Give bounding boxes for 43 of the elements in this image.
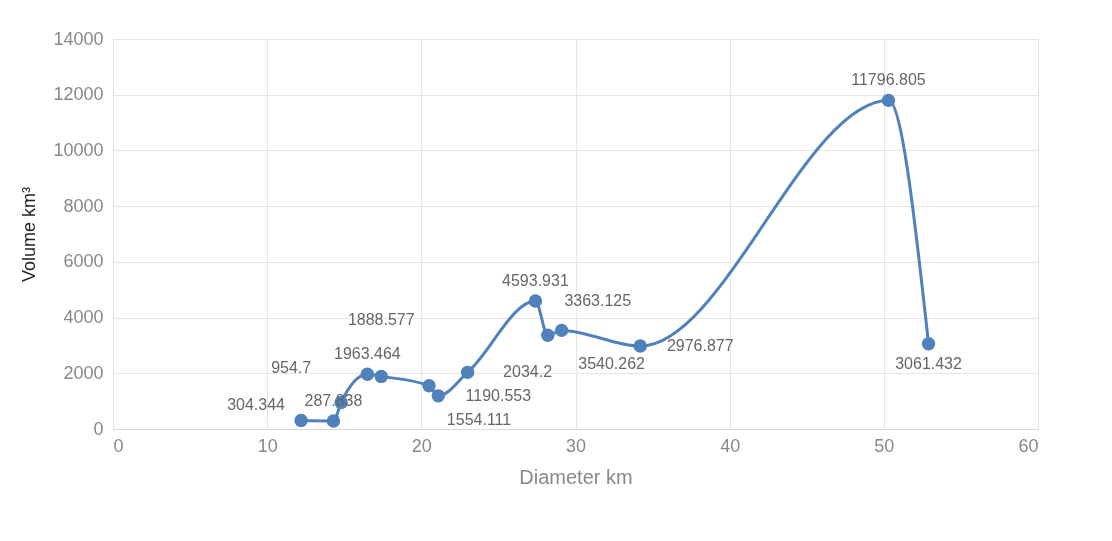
y-axis-title: Volume km³ [19, 186, 40, 283]
x-tick-label: 20 [411, 435, 432, 456]
data-label: 2976.877 [666, 337, 734, 355]
y-tick-label: 4000 [63, 307, 104, 328]
y-tick-label: 10000 [53, 139, 104, 160]
data-label: 3540.262 [578, 355, 646, 373]
x-tick-label: 0 [113, 435, 124, 456]
point [360, 367, 375, 381]
x-axis-title: Diameter km [519, 465, 633, 488]
x-tick-label: 60 [1018, 435, 1039, 456]
data-label: 3061.432 [895, 354, 963, 372]
y-tick-label: 6000 [63, 251, 104, 272]
x-tick-label: 30 [565, 435, 587, 456]
point [460, 365, 475, 380]
data-label: 1554.111 [446, 410, 512, 428]
y-tick-label: 14000 [53, 28, 104, 49]
data-label: 2034.2 [503, 363, 553, 381]
point [422, 379, 436, 393]
y-tick-label: 2000 [63, 362, 104, 383]
x-tick-label: 40 [720, 435, 741, 456]
data-label: 954.7 [271, 359, 312, 377]
data-label: 1888.577 [347, 311, 415, 329]
y-tick-label: 12000 [53, 84, 104, 105]
x-tick-label: 50 [874, 435, 895, 456]
point [374, 369, 388, 384]
point [528, 294, 543, 308]
point [881, 93, 896, 108]
point [326, 414, 341, 428]
data-label: 304.344 [227, 395, 286, 413]
point [431, 389, 445, 403]
point [541, 328, 555, 343]
data-label: 11796.805 [851, 71, 926, 89]
point [554, 323, 569, 338]
point [921, 337, 936, 351]
point [633, 339, 647, 353]
data-label: 4593.931 [502, 272, 569, 290]
y-tick-label: 8000 [63, 195, 104, 216]
data-label: 1963.464 [334, 345, 401, 363]
data-label: 3363.125 [564, 292, 632, 310]
point [294, 413, 308, 428]
y-tick-label: 0 [93, 418, 104, 439]
data-label: 1190.553 [465, 386, 532, 404]
x-tick-label: 10 [257, 435, 278, 456]
